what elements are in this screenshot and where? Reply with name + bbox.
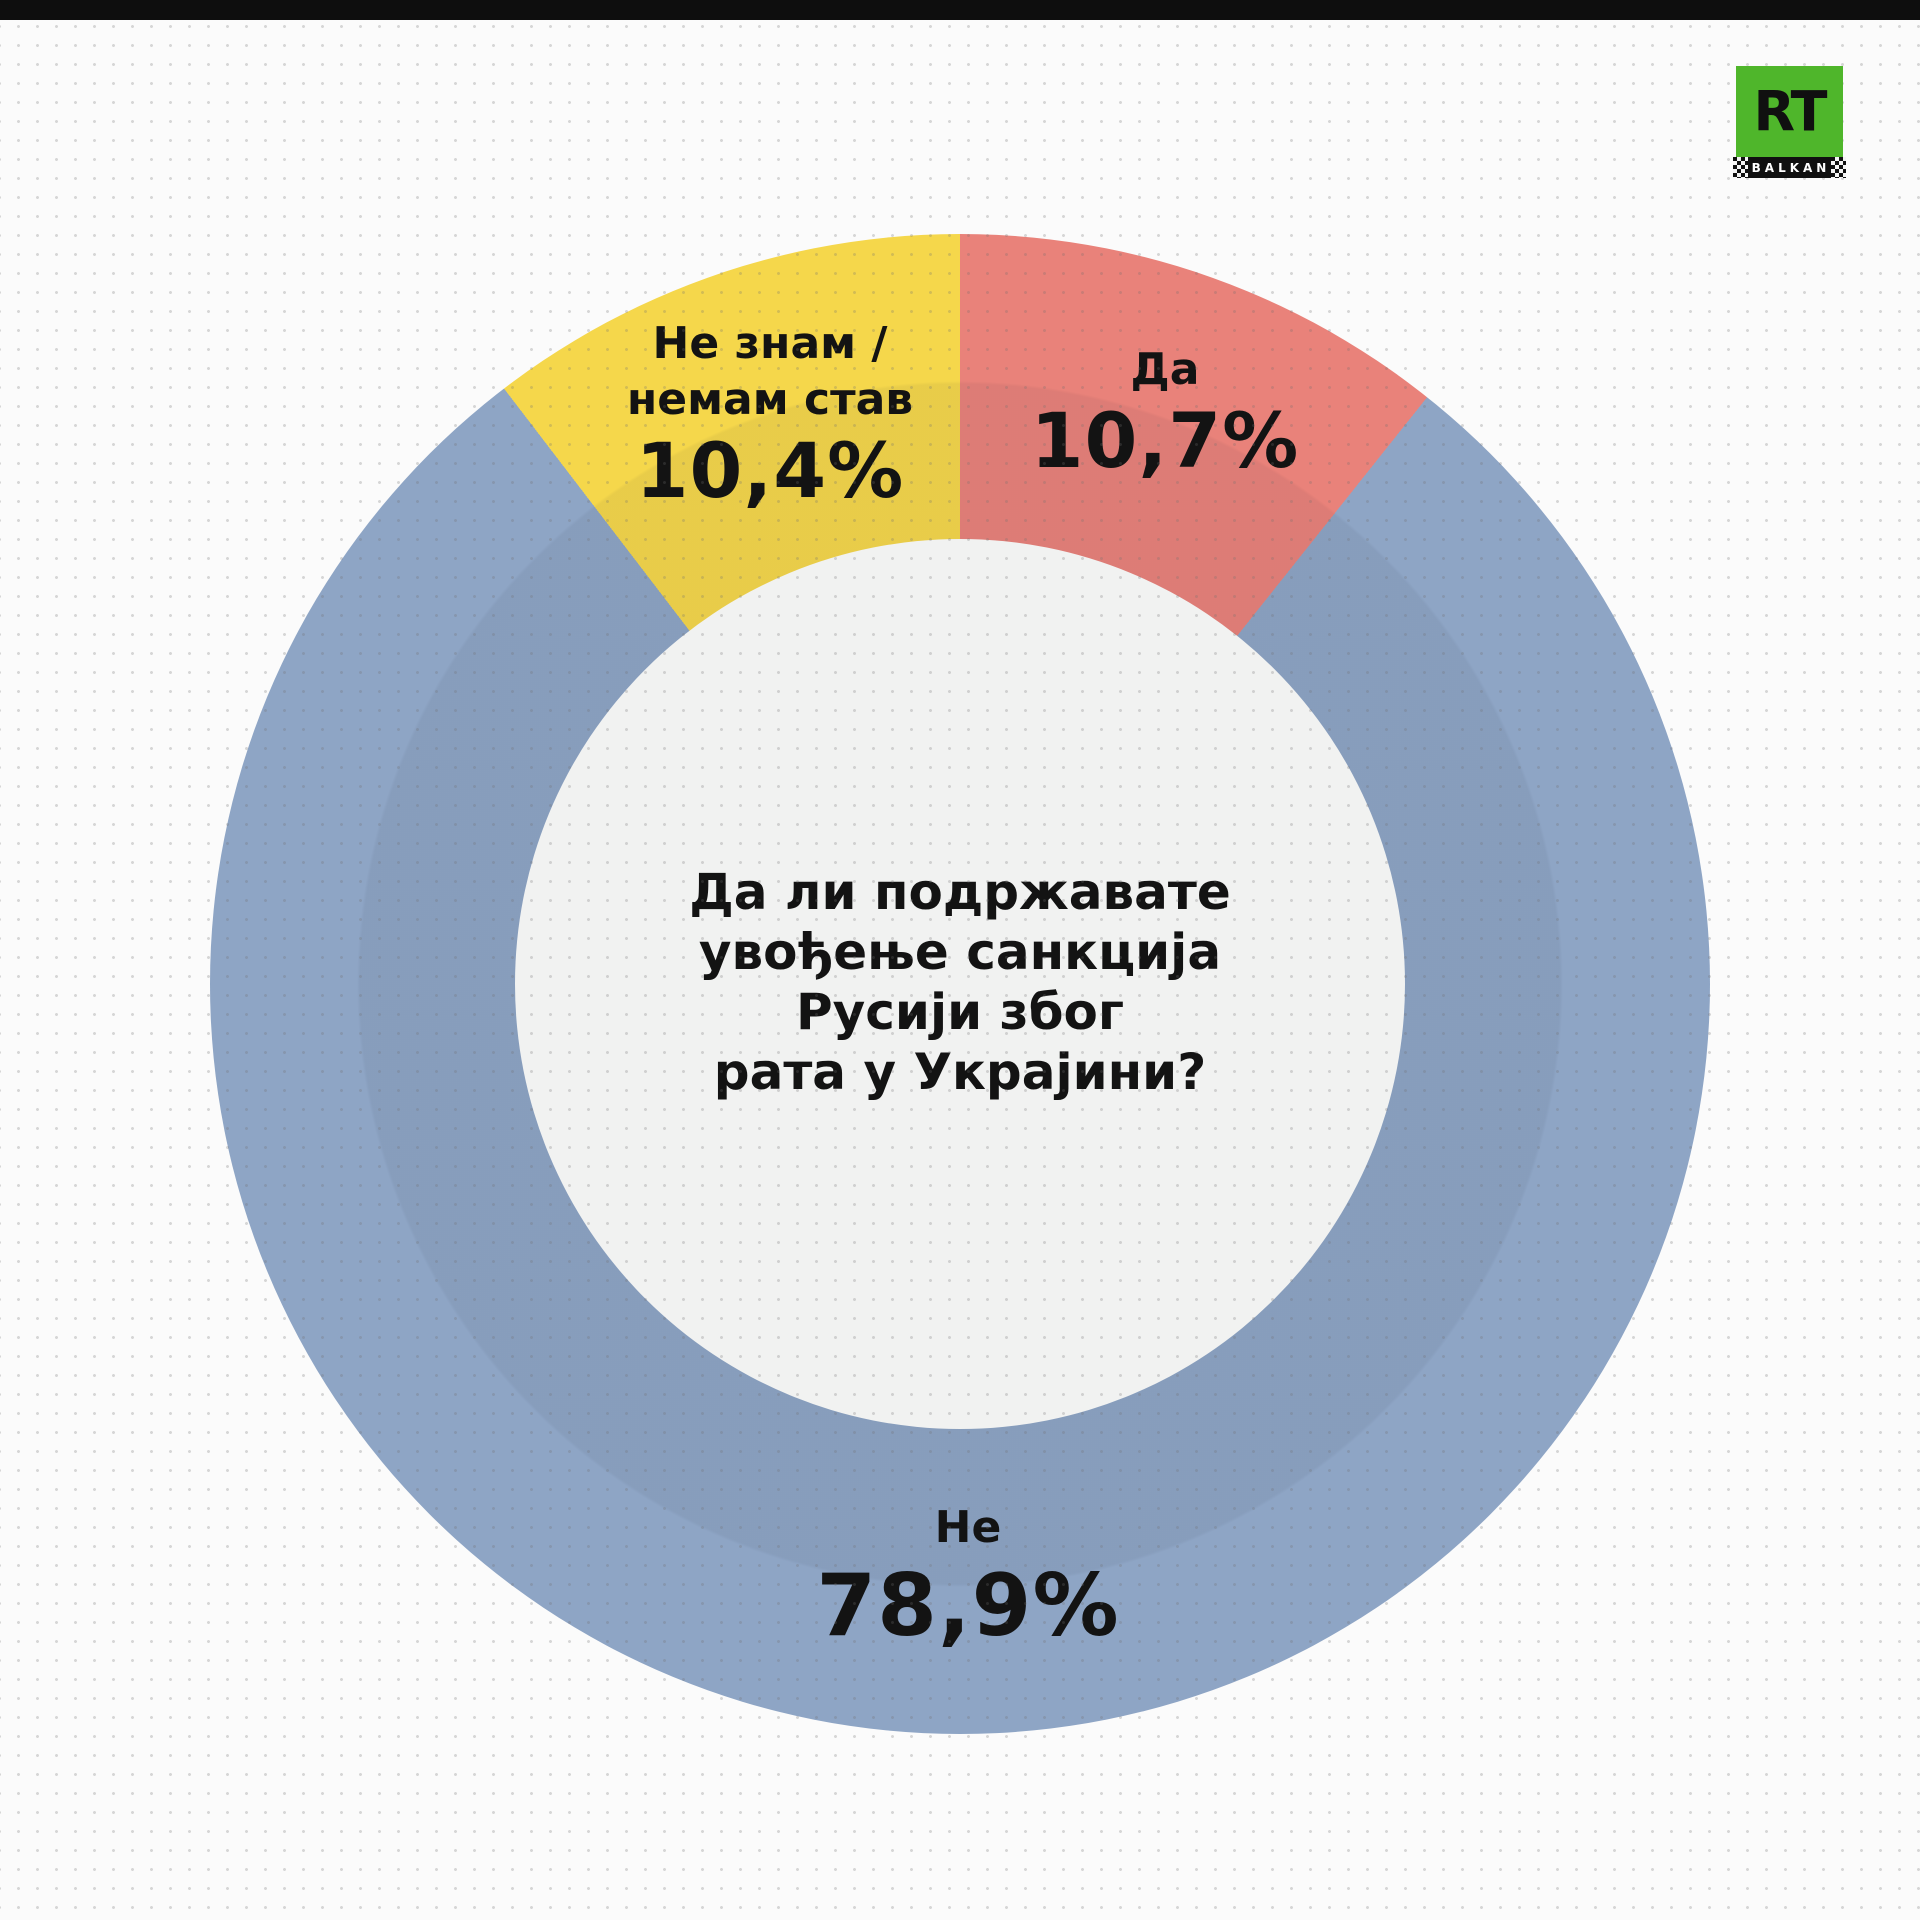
balkan-text: BALKAN	[1751, 160, 1831, 175]
chart-question: Да ли подржавате увођење санкција Русији…	[560, 862, 1360, 1102]
question-line-3: Русији због	[796, 983, 1124, 1041]
slice-value-yes: 10,7%	[1030, 396, 1300, 485]
rt-logo-text: RT	[1753, 78, 1828, 144]
balkan-strip: BALKAN	[1733, 157, 1846, 178]
rt-logo-green-square: RT	[1736, 66, 1843, 157]
rt-balkan-logo: RT BALKAN	[1733, 66, 1846, 178]
question-line-1: Да ли подржавате	[689, 863, 1231, 921]
slice-name-no: Не	[934, 1502, 1002, 1553]
slice-label-no: Не 78,9%	[768, 1500, 1168, 1652]
donut-chart	[210, 234, 1710, 1734]
checker-pattern-left	[1733, 157, 1748, 178]
question-line-4: рата у Украјини?	[713, 1043, 1207, 1101]
slice-value-dont-know: 10,4%	[635, 426, 905, 515]
slice-label-dont-know: Не знам / немам став 10,4%	[570, 316, 970, 512]
top-bar	[0, 0, 1920, 20]
slice-value-no: 78,9%	[816, 1556, 1120, 1656]
checker-pattern-right	[1831, 157, 1846, 178]
slice-name-dont-know-line1: Не знам /	[652, 318, 888, 369]
slice-name-yes: Да	[1130, 344, 1200, 395]
slice-label-yes: Да 10,7%	[1000, 342, 1330, 482]
question-line-2: увођење санкција	[698, 923, 1222, 981]
slice-name-dont-know-line2: немам став	[626, 374, 914, 425]
donut-center-hole	[515, 539, 1405, 1429]
